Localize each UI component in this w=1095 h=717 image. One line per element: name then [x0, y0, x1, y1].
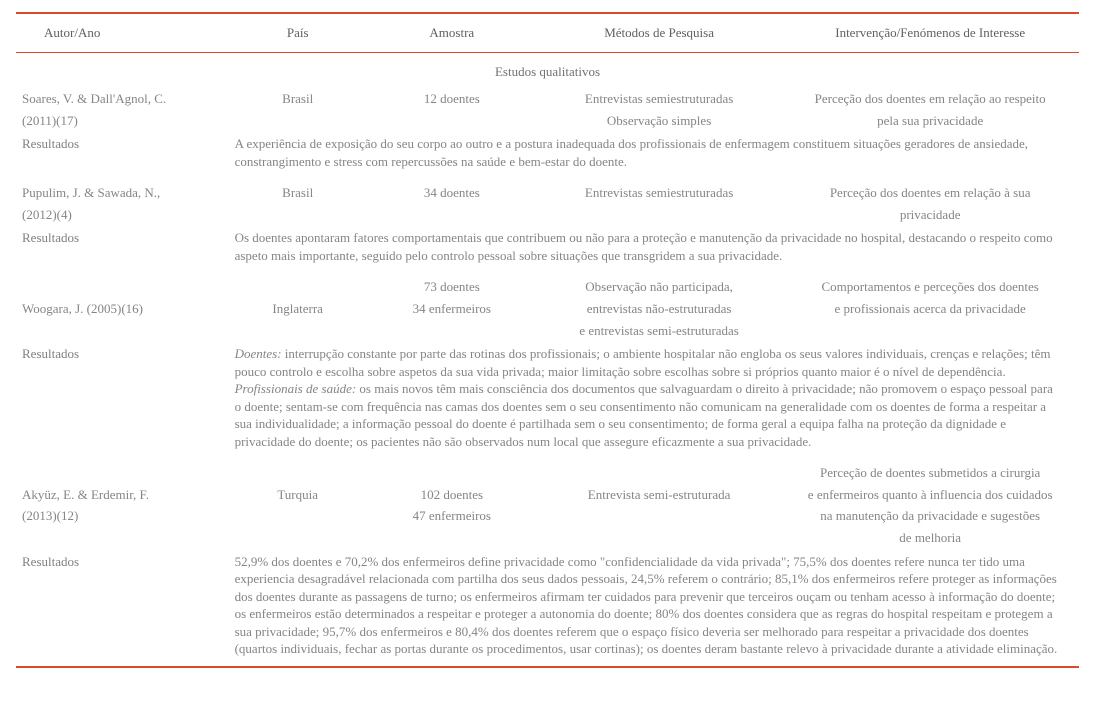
pais: Brasil	[229, 88, 367, 110]
header-row: Autor/Ano País Amostra Métodos de Pesqui…	[16, 13, 1079, 52]
results-row: Resultados 52,9% dos doentes e 70,2% dos…	[16, 549, 1079, 667]
col-pais: País	[229, 13, 367, 52]
author-l1: Akyüz, E. & Erdemir, F.	[16, 484, 229, 506]
results-label: Resultados	[16, 549, 229, 667]
amostra-l1: 34 doentes	[367, 178, 537, 204]
metodos-l1: Entrevistas semiestruturadas	[537, 178, 781, 204]
amostra-l1: 73 doentes	[367, 272, 537, 298]
study-row: Soares, V. & Dall'Agnol, C. Brasil 12 do…	[16, 88, 1079, 110]
study-row: (2013)(12) 47 enfermeiros na manutenção …	[16, 505, 1079, 527]
studies-table: Autor/Ano País Amostra Métodos de Pesqui…	[16, 12, 1079, 668]
pais: Brasil	[229, 178, 367, 204]
interv-l1: Comportamentos e perceções dos doentes	[781, 272, 1079, 298]
metodos-l1: Entrevistas semiestruturadas	[537, 88, 781, 110]
results-p1-label: Doentes:	[235, 346, 282, 361]
study-row: de melhoria	[16, 527, 1079, 549]
interv-l3: na manutenção da privacidade e sugestões	[781, 505, 1079, 527]
results-p2: os mais novos têm mais consciência dos d…	[235, 381, 1053, 449]
interv-l1: Perceção dos doentes em relação à sua	[781, 178, 1079, 204]
interv-l2: pela sua privacidade	[781, 110, 1079, 132]
results-body: A experiência de exposição do seu corpo …	[229, 131, 1079, 178]
results-body: Os doentes apontaram fatores comportamen…	[229, 225, 1079, 272]
results-row: Resultados A experiência de exposição do…	[16, 131, 1079, 178]
interv-l2: e enfermeiros quanto à influencia dos cu…	[781, 484, 1079, 506]
amostra-l2: 47 enfermeiros	[367, 505, 537, 527]
amostra-l1: 12 doentes	[367, 88, 537, 110]
amostra-l2: 34 enfermeiros	[367, 298, 537, 320]
results-p2-label: Profissionais de saúde:	[235, 381, 357, 396]
results-label: Resultados	[16, 225, 229, 272]
interv-l2: privacidade	[781, 204, 1079, 226]
interv-l1: Perceção de doentes submetidos a cirurgi…	[781, 458, 1079, 484]
author-l1: Woogara, J. (2005)(16)	[16, 298, 229, 320]
col-metodos: Métodos de Pesquisa	[537, 13, 781, 52]
author-l2: (2012)(4)	[16, 204, 229, 226]
metodos-l2: entrevistas não-estruturadas	[537, 298, 781, 320]
col-amostra: Amostra	[367, 13, 537, 52]
metodos-l2: Observação simples	[537, 110, 781, 132]
study-row: Akyüz, E. & Erdemir, F. Turquia 102 doen…	[16, 484, 1079, 506]
results-body: 52,9% dos doentes e 70,2% dos enfermeiro…	[229, 549, 1079, 667]
amostra-l1: 102 doentes	[367, 484, 537, 506]
col-intervencao: Intervenção/Fenómenos de Interesse	[781, 13, 1079, 52]
study-row: e entrevistas semi-estruturadas	[16, 320, 1079, 342]
pais: Inglaterra	[229, 298, 367, 320]
results-label: Resultados	[16, 341, 229, 458]
study-row: Woogara, J. (2005)(16) Inglaterra 34 enf…	[16, 298, 1079, 320]
metodos-l1: Observação não participada,	[537, 272, 781, 298]
col-autor: Autor/Ano	[16, 13, 229, 52]
study-row: (2012)(4) privacidade	[16, 204, 1079, 226]
author-l2: (2011)(17)	[16, 110, 229, 132]
section-title: Estudos qualitativos	[16, 52, 1079, 88]
results-body: Doentes: interrupção constante por parte…	[229, 341, 1079, 458]
interv-l1: Perceção dos doentes em relação ao respe…	[781, 88, 1079, 110]
author-l2: (2013)(12)	[16, 505, 229, 527]
author-l1: Pupulim, J. & Sawada, N.,	[16, 178, 229, 204]
study-row: Perceção de doentes submetidos a cirurgi…	[16, 458, 1079, 484]
author-l1: Soares, V. & Dall'Agnol, C.	[16, 88, 229, 110]
results-p1: interrupção constante por parte das roti…	[235, 346, 1051, 379]
section-title-row: Estudos qualitativos	[16, 52, 1079, 88]
pais: Turquia	[229, 484, 367, 506]
study-row: Pupulim, J. & Sawada, N., Brasil 34 doen…	[16, 178, 1079, 204]
metodos-l3: e entrevistas semi-estruturadas	[537, 320, 781, 342]
results-row: Resultados Doentes: interrupção constant…	[16, 341, 1079, 458]
results-row: Resultados Os doentes apontaram fatores …	[16, 225, 1079, 272]
interv-l4: de melhoria	[781, 527, 1079, 549]
study-row: (2011)(17) Observação simples pela sua p…	[16, 110, 1079, 132]
results-label: Resultados	[16, 131, 229, 178]
interv-l2: e profissionais acerca da privacidade	[781, 298, 1079, 320]
study-row: 73 doentes Observação não participada, C…	[16, 272, 1079, 298]
metodos-l1: Entrevista semi-estruturada	[537, 484, 781, 506]
